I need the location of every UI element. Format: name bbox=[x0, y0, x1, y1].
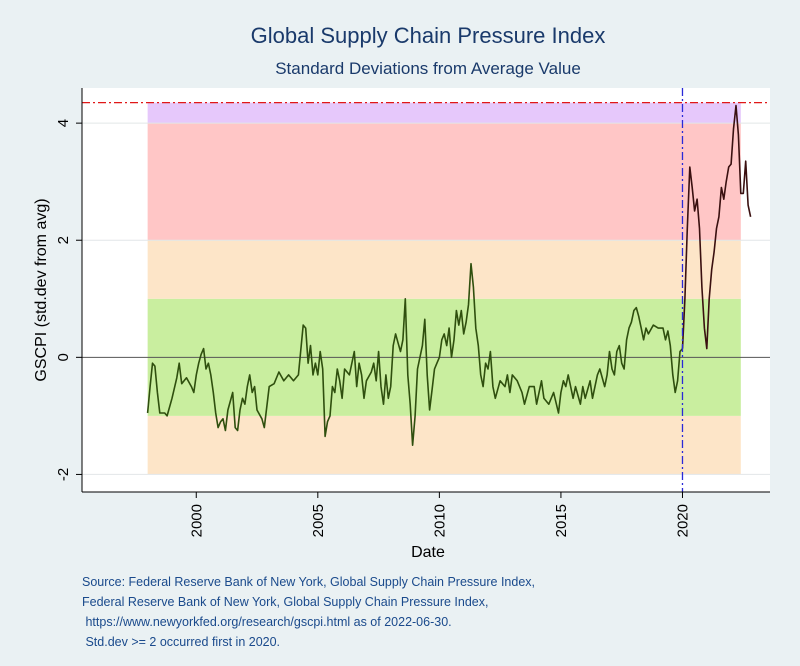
x-tick-label: 2005 bbox=[310, 504, 327, 537]
y-tick-label: 0 bbox=[55, 353, 72, 361]
x-tick-label: 2015 bbox=[553, 504, 570, 537]
band-layer bbox=[147, 102, 741, 475]
x-axis-ticks: 2000 2005 2010 2015 2020 bbox=[188, 492, 691, 537]
reference-lines bbox=[82, 88, 770, 492]
note-line: Source: Federal Reserve Bank of New York… bbox=[82, 575, 536, 589]
note-line: https://www.newyorkfed.org/research/gscp… bbox=[82, 615, 452, 629]
band bbox=[147, 415, 741, 475]
series-layer bbox=[146, 104, 752, 446]
chart: Global Supply Chain Pressure Index Stand… bbox=[33, 23, 770, 561]
band bbox=[147, 240, 741, 299]
band bbox=[147, 123, 741, 241]
x-axis-label: Date bbox=[411, 544, 445, 561]
x-tick-label: 2000 bbox=[188, 504, 205, 537]
note-line: Federal Reserve Bank of New York, Global… bbox=[82, 595, 489, 609]
x-tick-label: 2010 bbox=[431, 504, 448, 537]
y-axis-ticks: -2 0 2 4 bbox=[55, 119, 82, 481]
x-tick-label: 2020 bbox=[674, 504, 691, 537]
note-line: Std.dev >= 2 occurred first in 2020. bbox=[82, 635, 281, 649]
y-tick-label: -2 bbox=[55, 468, 72, 481]
band bbox=[147, 102, 741, 124]
y-tick-label: 2 bbox=[55, 236, 72, 244]
chart-title: Global Supply Chain Pressure Index bbox=[251, 23, 606, 48]
series-line-pre-2020 bbox=[146, 262, 684, 446]
y-tick-label: 4 bbox=[55, 119, 72, 127]
series-line-post-2020 bbox=[681, 104, 752, 350]
chart-subtitle: Standard Deviations from Average Value bbox=[275, 59, 581, 78]
y-axis-label: GSCPI (std.dev from avg) bbox=[33, 198, 50, 381]
